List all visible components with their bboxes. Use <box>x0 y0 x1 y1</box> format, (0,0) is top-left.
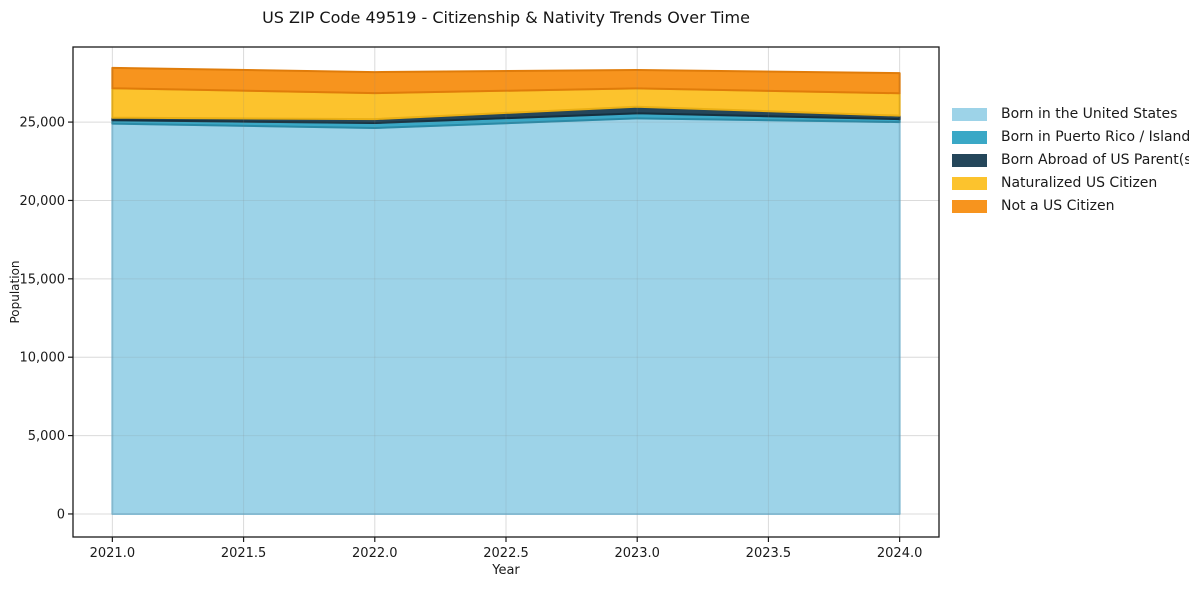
x-axis-label: Year <box>492 563 520 578</box>
legend-swatch <box>952 199 987 213</box>
legend-label: Born in the United States <box>1001 106 1178 122</box>
x-tick-label: 2023.5 <box>746 546 792 561</box>
legend-swatch <box>952 153 987 167</box>
area-series-4 <box>111 66 901 95</box>
y-tick-label: 20,000 <box>20 194 66 209</box>
legend-item-4: Not a US Citizen <box>952 198 1189 214</box>
x-tick-label: 2022.5 <box>483 546 529 561</box>
legend-item-0: Born in the United States <box>952 106 1189 122</box>
x-tick-label: 2021.0 <box>90 546 136 561</box>
legend-label: Naturalized US Citizen <box>1001 175 1158 191</box>
legend-swatch <box>952 176 987 190</box>
x-tick-label: 2023.0 <box>614 546 660 561</box>
y-tick-label: 15,000 <box>20 272 66 287</box>
chart-title: US ZIP Code 49519 - Citizenship & Nativi… <box>262 8 750 27</box>
legend-swatch <box>952 130 987 144</box>
x-tick-label: 2022.0 <box>352 546 398 561</box>
legend-item-3: Naturalized US Citizen <box>952 175 1189 191</box>
legend-label: Not a US Citizen <box>1001 198 1115 214</box>
legend-label: Born Abroad of US Parent(s) <box>1001 152 1189 168</box>
y-tick-label: 25,000 <box>20 116 66 131</box>
y-tick-label: 5,000 <box>28 429 65 444</box>
legend-swatch <box>952 107 987 121</box>
legend: Born in the United States Born in Puerto … <box>952 106 1189 221</box>
y-tick-label: 10,000 <box>20 351 66 366</box>
legend-item-2: Born Abroad of US Parent(s) <box>952 152 1189 168</box>
legend-item-1: Born in Puerto Rico / Islands <box>952 129 1189 145</box>
legend-label: Born in Puerto Rico / Islands <box>1001 129 1189 145</box>
x-tick-label: 2021.5 <box>221 546 267 561</box>
y-tick-label: 0 <box>57 507 65 522</box>
x-tick-label: 2024.0 <box>877 546 923 561</box>
